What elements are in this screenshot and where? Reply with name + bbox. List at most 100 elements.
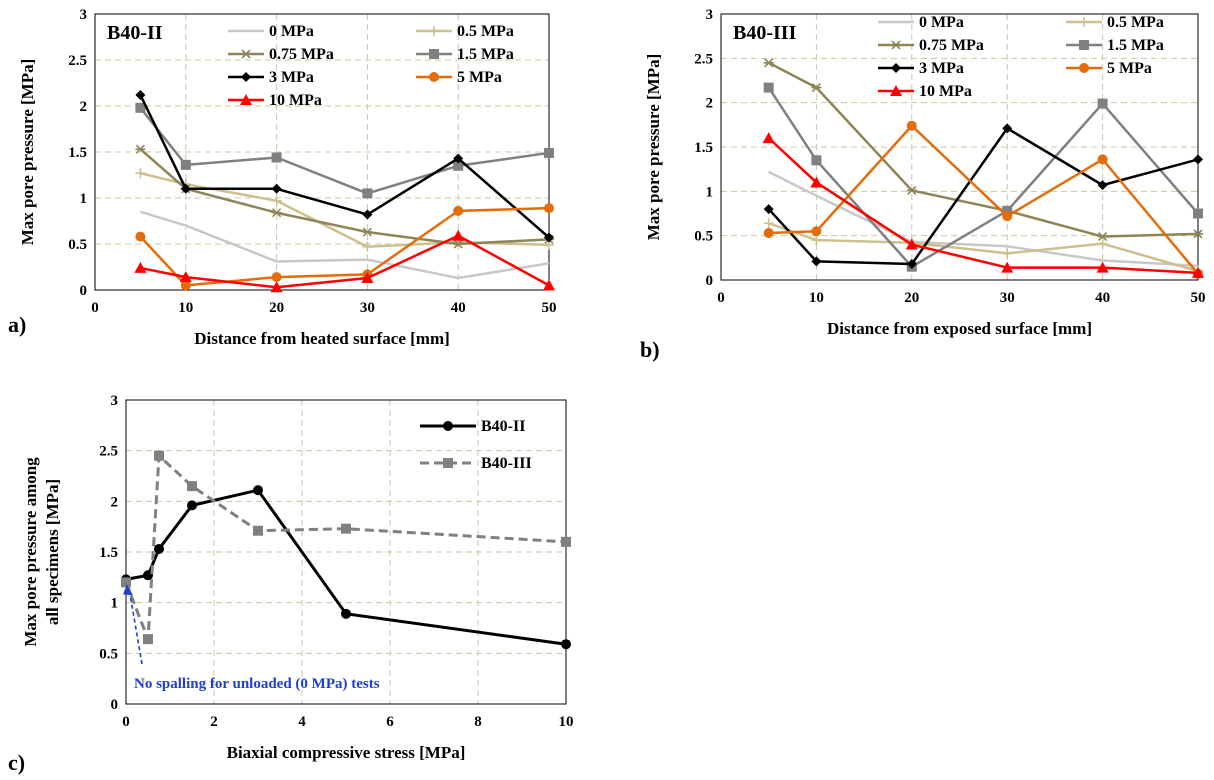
data-point (1193, 154, 1203, 165)
panel-label-b: b) (640, 337, 660, 362)
data-point (762, 132, 775, 144)
y-tick-label: 1 (80, 191, 88, 207)
legend-marker (443, 458, 453, 468)
y-tick-label: 2 (80, 99, 88, 115)
data-point (1002, 205, 1013, 216)
panel-a: 00.511.522.530 10 20 30 40 50 0 MPa 0.5 MPa0.7… (8, 7, 557, 348)
data-point (811, 155, 822, 166)
data-point (561, 639, 571, 650)
plot-title-b: B40-III (733, 22, 797, 44)
data-point (1096, 261, 1109, 273)
data-point (763, 228, 774, 239)
data-point (135, 168, 146, 179)
data-point (543, 279, 555, 291)
data-point (341, 523, 351, 534)
x-tick-label: 30 (1000, 290, 1015, 306)
data-point (811, 235, 822, 246)
data-point (811, 83, 822, 93)
data-point (906, 259, 917, 270)
data-point (811, 226, 822, 237)
x-tick-label: 50 (542, 300, 557, 316)
legend-label: 1.5 MPa (1107, 37, 1164, 54)
legend-label: 0 MPa (269, 23, 314, 40)
data-point (452, 229, 465, 241)
x-tick-label: 8 (474, 714, 482, 730)
series-line-6 (768, 124, 1199, 275)
y-tick-label: 1 (706, 184, 714, 200)
data-point (1193, 229, 1203, 239)
legend-marker (240, 94, 252, 105)
data-point (135, 102, 146, 113)
legend-label: 3 MPa (919, 60, 964, 77)
data-point (544, 147, 554, 158)
y-axis-title-a: Max pore pressure [MPa] (18, 59, 37, 246)
legend-label: 1.5 MPa (457, 46, 514, 63)
series-line-4 (139, 107, 550, 195)
x-tick-label: 20 (269, 300, 284, 316)
y-tick-label: 2.5 (68, 53, 87, 69)
legend-label: B40-II (481, 418, 525, 435)
data-point (187, 481, 197, 492)
data-point (905, 238, 918, 250)
series-line-3 (768, 61, 1199, 238)
legend-marker (891, 40, 901, 50)
legend-marker (443, 421, 453, 431)
series-line-2 (768, 222, 1199, 273)
data-point (180, 280, 191, 291)
series-line-1 (140, 210, 550, 280)
data-point (270, 281, 283, 293)
y-tick-label: 2 (706, 96, 714, 112)
legend-marker (891, 63, 901, 73)
x-axis-title-c: Biaxial compressive stress [MPa] (227, 743, 466, 762)
data-point (763, 82, 774, 93)
data-point (1097, 180, 1108, 191)
plot-area-c (125, 399, 567, 705)
x-tick-label: 6 (386, 714, 394, 730)
data-point (1097, 238, 1108, 249)
x-axis-title-b: Distance from exposed surface [mm] (827, 319, 1092, 338)
legend-label: 0.75 MPa (919, 37, 984, 54)
annotation-arrow (128, 588, 143, 665)
series-line-4 (767, 86, 1199, 268)
data-point (362, 227, 373, 237)
x-tick-label: 50 (1191, 290, 1206, 306)
data-point (154, 543, 164, 554)
data-point (187, 500, 197, 511)
panel-b: 00.511.522.530 10 20 30 40 50 0 MPa 0.5 MPa0.7… (640, 7, 1206, 362)
data-point (135, 144, 146, 154)
x-tick-label: 40 (451, 300, 466, 316)
y-axis-title-b: Max pore pressure [MPa] (644, 54, 663, 241)
x-tick-label: 10 (178, 300, 193, 316)
legend-label: 3 MPa (269, 69, 314, 86)
data-point (271, 195, 282, 206)
legend-label: 0.5 MPa (1107, 14, 1164, 31)
x-tick-label: 0 (122, 714, 130, 730)
y-tick-label: 2 (111, 494, 119, 510)
annotation-text: No spalling for unloaded (0 MPa) tests (134, 676, 380, 692)
legend-marker (241, 49, 251, 59)
x-tick-label: 10 (809, 290, 824, 306)
series-line-5 (139, 94, 550, 239)
y-tick-label: 1.5 (694, 140, 713, 156)
legend-label: 0.5 MPa (457, 23, 514, 40)
y-tick-label: 0.5 (694, 229, 713, 245)
data-point (453, 153, 464, 164)
data-point (1002, 123, 1013, 134)
data-point (1097, 231, 1108, 242)
series-line-5 (767, 127, 1199, 266)
panel-label-a: a) (8, 312, 26, 337)
panel-c: 0 0.5 1 1.5 2 2.5 3 0 2 4 6 8 10 B40-II B40-III Biaxi… (8, 393, 574, 775)
data-point (341, 608, 351, 619)
series-line-1 (768, 170, 1199, 268)
panel-label-c: c) (8, 750, 25, 775)
data-point (453, 205, 464, 216)
legend-marker (1079, 40, 1089, 50)
x-tick-label: 10 (559, 714, 574, 730)
series-line-1 (125, 488, 567, 646)
y-tick-label: 0.5 (99, 646, 118, 662)
series-line-7 (767, 137, 1199, 275)
data-point (544, 203, 554, 214)
data-point (763, 58, 774, 68)
data-point (135, 89, 146, 100)
